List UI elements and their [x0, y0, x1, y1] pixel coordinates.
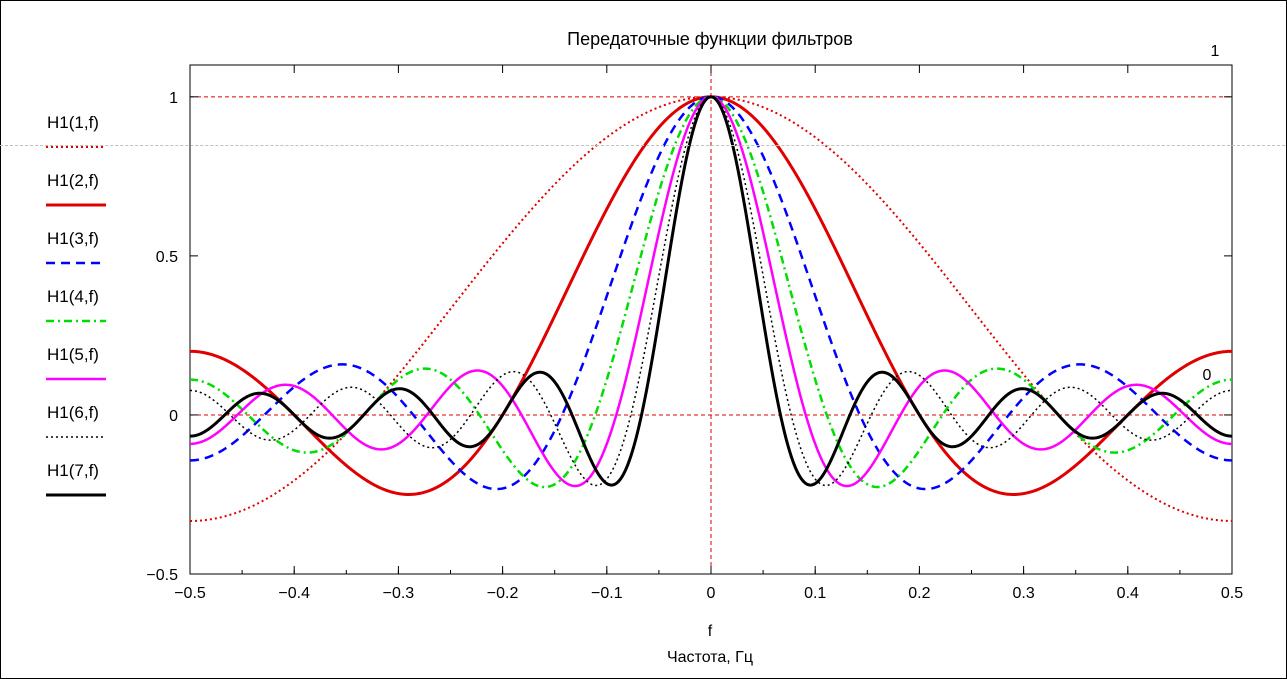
legend-swatch-5: [46, 377, 106, 381]
x-tick-label-5: 0: [707, 585, 716, 602]
series-line-7: [189, 95, 1233, 487]
legend-label-2: H1(2,f): [47, 171, 99, 190]
tick-layer: −0.5 −0.4 −0.3 −0.2 −0.1 0 0.1 0.2 0.3 0.4 0.5 −0.5…: [146, 65, 1243, 602]
legend-swatch-7: [46, 493, 106, 497]
legend-label-5: H1(5,f): [47, 345, 99, 364]
x-tick-label-7: 0.2: [908, 585, 930, 602]
right-top-marker: 1: [1211, 43, 1220, 60]
x-tick-label-8: 0.3: [1012, 585, 1034, 602]
x-axis-label: Частота, Гц: [667, 649, 753, 666]
plot-area: [189, 64, 1233, 575]
legend-swatch-4: [46, 319, 106, 323]
legend-label-1: H1(1,f): [47, 113, 99, 132]
chart-title: Передаточные функции фильтров: [567, 29, 853, 49]
x-tick-label-3: −0.2: [487, 585, 519, 602]
legend-label-6: H1(6,f): [47, 403, 99, 422]
x-tick-label-10: 0.5: [1221, 585, 1243, 602]
series-line-6: [189, 96, 1233, 487]
x-tick-label-1: −0.4: [278, 585, 310, 602]
legend-swatch-2: [46, 203, 106, 207]
y-tick-label-1: 0: [169, 408, 178, 425]
x-tick-label-2: −0.3: [383, 585, 415, 602]
horizontal-guide-line: [0, 145, 1285, 146]
legend-swatch-3: [46, 261, 106, 265]
x-tick-label-9: 0.4: [1117, 585, 1139, 602]
x-tick-label-0: −0.5: [174, 585, 206, 602]
x-tick-label-4: −0.1: [591, 585, 623, 602]
x-variable: f: [708, 623, 713, 640]
legend-swatch-1: [46, 146, 106, 148]
x-tick-label-6: 0.1: [804, 585, 826, 602]
y-tick-label-0: −0.5: [146, 567, 178, 584]
legend-label-7: H1(7,f): [47, 461, 99, 480]
y-tick-label-2: 0.5: [156, 249, 178, 266]
y-tick-label-3: 1: [169, 90, 178, 107]
right-zero-marker: 0: [1203, 367, 1212, 384]
legend-label-4: H1(4,f): [47, 287, 99, 306]
legend-label-3: H1(3,f): [47, 229, 99, 248]
legend-swatch-6: [46, 436, 106, 438]
